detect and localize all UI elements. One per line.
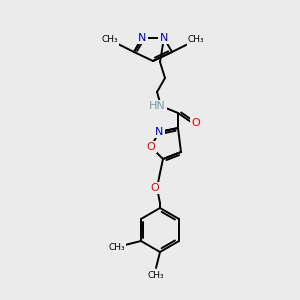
Text: N: N xyxy=(155,127,163,137)
Text: N: N xyxy=(138,33,146,43)
Text: O: O xyxy=(147,142,155,152)
Text: CH₃: CH₃ xyxy=(148,272,164,280)
Text: CH₃: CH₃ xyxy=(109,242,125,251)
Text: O: O xyxy=(151,183,159,193)
Text: N: N xyxy=(160,33,168,43)
Text: CH₃: CH₃ xyxy=(102,35,118,44)
Text: HN: HN xyxy=(148,101,165,111)
Text: O: O xyxy=(192,118,200,128)
Text: CH₃: CH₃ xyxy=(188,35,204,44)
